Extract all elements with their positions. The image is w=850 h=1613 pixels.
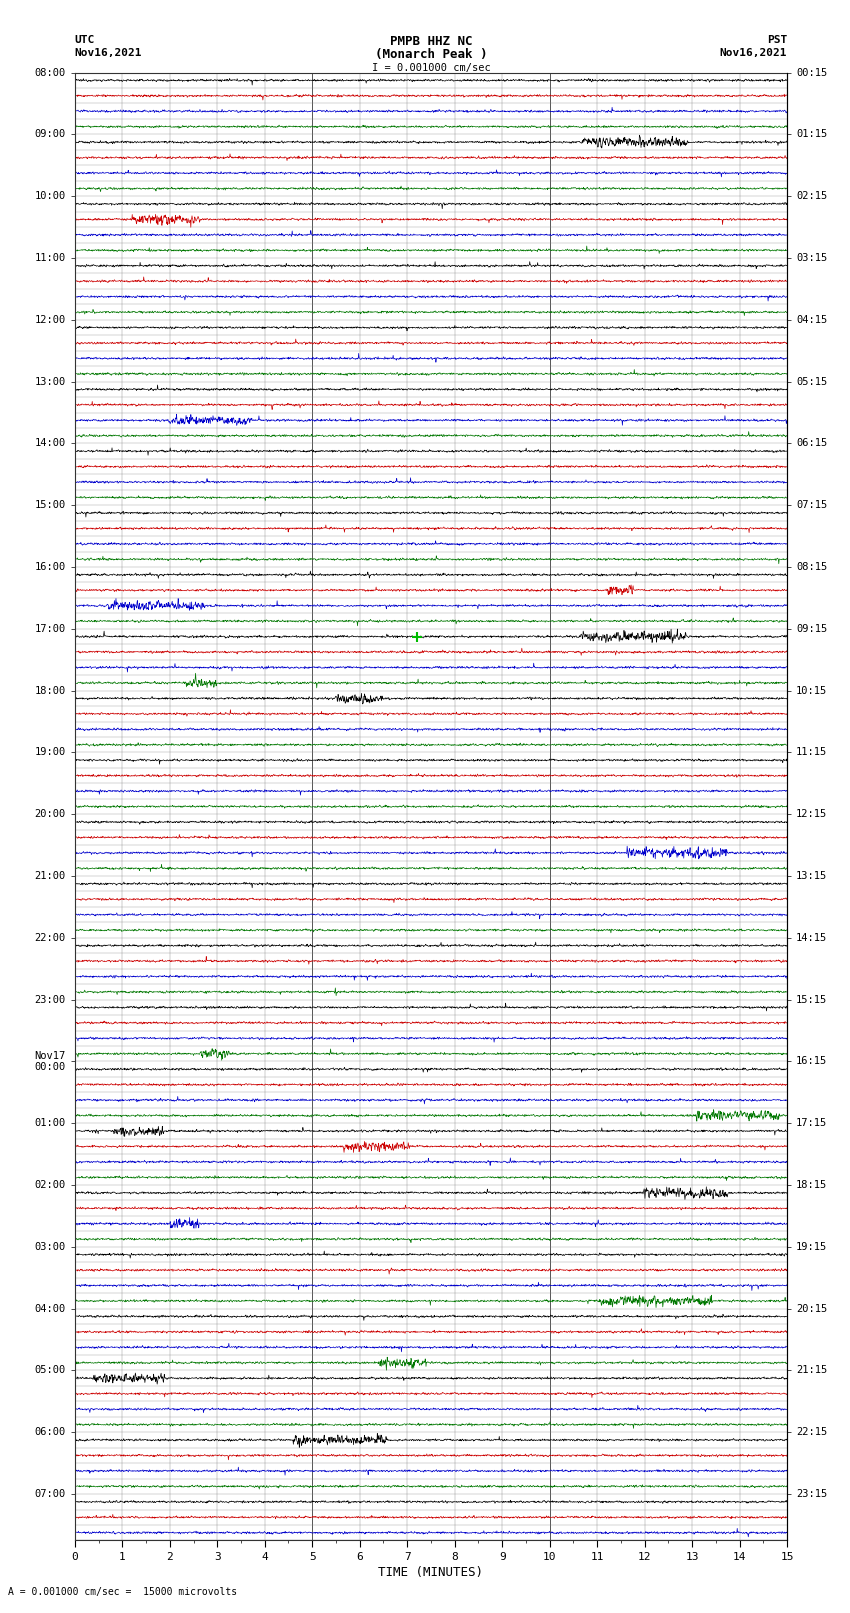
X-axis label: TIME (MINUTES): TIME (MINUTES): [378, 1566, 484, 1579]
Text: PMPB HHZ NC: PMPB HHZ NC: [389, 35, 473, 48]
Text: PST: PST: [767, 35, 787, 45]
Text: UTC: UTC: [75, 35, 95, 45]
Text: Nov16,2021: Nov16,2021: [720, 48, 787, 58]
Text: A = 0.001000 cm/sec =  15000 microvolts: A = 0.001000 cm/sec = 15000 microvolts: [8, 1587, 238, 1597]
Text: I = 0.001000 cm/sec: I = 0.001000 cm/sec: [371, 63, 490, 73]
Text: (Monarch Peak ): (Monarch Peak ): [375, 48, 487, 61]
Text: Nov16,2021: Nov16,2021: [75, 48, 142, 58]
